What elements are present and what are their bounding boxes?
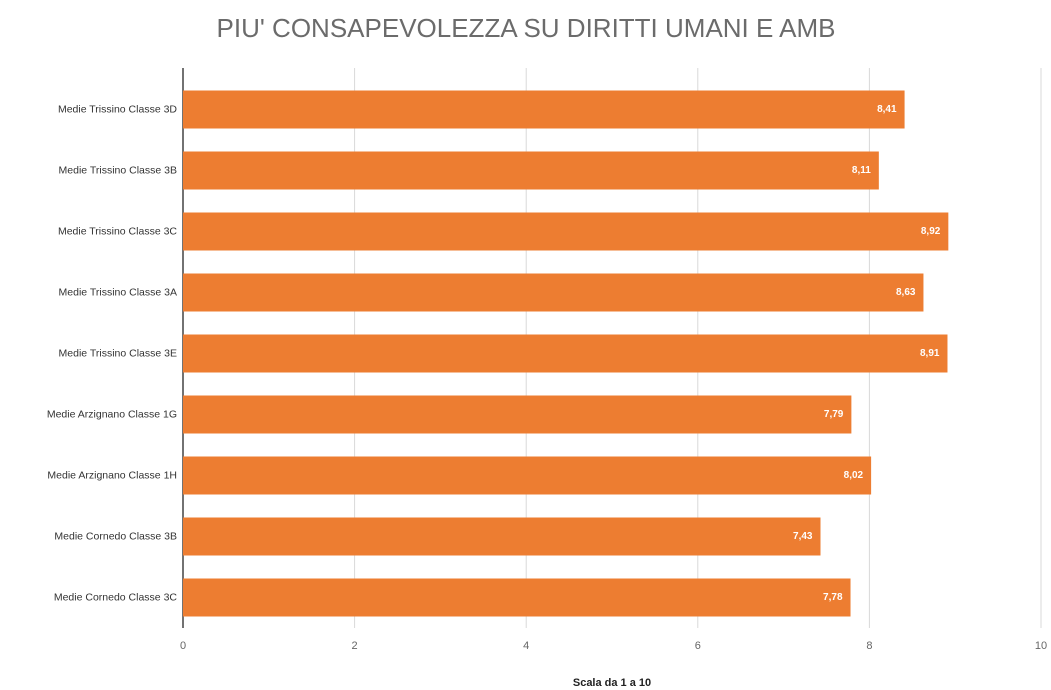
y-tick-label: Medie Trissino Classe 3C (58, 225, 177, 237)
chart-title: PIU' CONSAPEVOLEZZA SU DIRITTI UMANI E A… (217, 13, 836, 43)
data-label: 8,11 (852, 165, 871, 176)
x-tick-label: 10 (1035, 640, 1047, 652)
data-label: 7,43 (793, 531, 813, 542)
x-axis-label: Scala da 1 a 10 (573, 677, 651, 689)
bar (183, 212, 949, 251)
bar (183, 334, 948, 373)
y-tick-label: Medie Trissino Classe 3A (59, 286, 177, 298)
y-tick-label: Medie Arzignano Classe 1H (47, 469, 177, 481)
data-label: 8,63 (896, 287, 916, 298)
data-label: 8,02 (844, 470, 864, 481)
x-tick-label: 6 (695, 640, 701, 652)
bar (183, 90, 905, 129)
bar (183, 395, 852, 434)
data-label: 7,78 (823, 592, 843, 603)
x-tick-label: 8 (866, 640, 872, 652)
bar (183, 578, 851, 617)
data-label: 8,91 (920, 348, 940, 359)
bar (183, 456, 872, 495)
y-tick-label: Medie Trissino Classe 3D (58, 103, 177, 115)
y-tick-label: Medie Trissino Classe 3B (59, 164, 177, 176)
x-tick-label: 2 (352, 640, 358, 652)
data-label: 8,41 (877, 104, 897, 115)
y-tick-label: Medie Cornedo Classe 3B (54, 530, 177, 542)
bar (183, 517, 821, 556)
bar (183, 273, 924, 312)
x-tick-label: 0 (180, 640, 186, 652)
x-tick-label: 4 (523, 640, 529, 652)
y-tick-label: Medie Arzignano Classe 1G (47, 408, 177, 420)
data-label: 8,92 (921, 226, 941, 237)
data-label: 7,79 (824, 409, 844, 420)
y-tick-label: Medie Cornedo Classe 3C (54, 591, 178, 603)
y-tick-label: Medie Trissino Classe 3E (59, 347, 177, 359)
bar (183, 151, 879, 190)
